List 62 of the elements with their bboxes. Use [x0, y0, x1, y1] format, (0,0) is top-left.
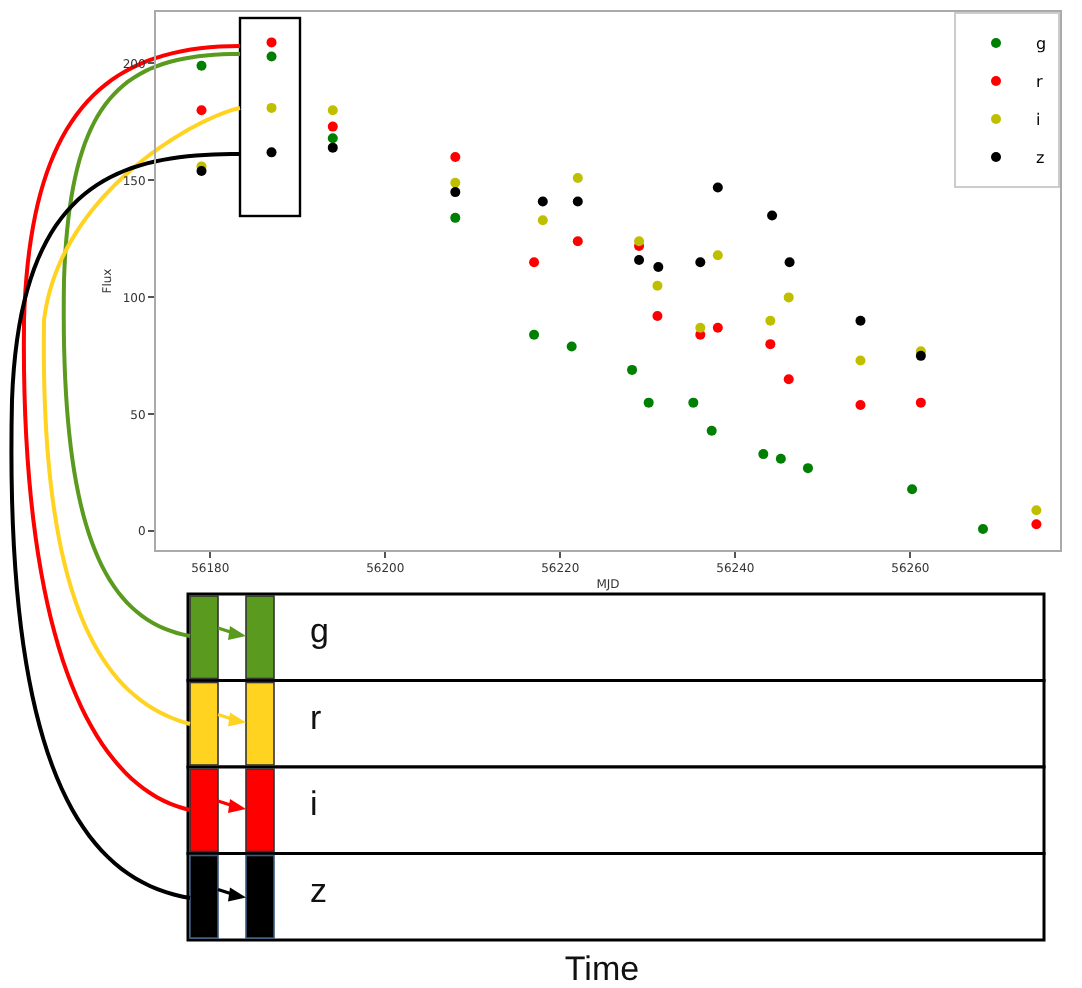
point [1031, 519, 1042, 530]
point [652, 311, 663, 322]
point [627, 364, 638, 375]
point [855, 315, 866, 326]
text: g [310, 612, 329, 650]
point [643, 397, 654, 408]
point [765, 315, 776, 326]
point [784, 257, 795, 268]
point [695, 257, 706, 268]
point [765, 339, 776, 350]
point [712, 182, 723, 193]
text: z [310, 871, 327, 910]
point [266, 51, 277, 62]
point [537, 215, 548, 226]
point [266, 37, 277, 48]
point [327, 105, 338, 116]
point [529, 329, 540, 340]
text: Time [564, 950, 640, 988]
legend-label: i [1036, 111, 1041, 130]
point [327, 133, 338, 144]
point [767, 210, 778, 221]
point [450, 152, 461, 163]
text: r [310, 698, 322, 737]
point [977, 523, 988, 534]
point [907, 484, 918, 495]
point [327, 142, 338, 153]
legend-label: z [1036, 149, 1045, 168]
point [572, 173, 583, 184]
point [652, 280, 663, 291]
point [566, 341, 577, 352]
point [712, 250, 723, 261]
point [196, 105, 207, 116]
point [775, 453, 786, 464]
point [450, 187, 461, 198]
point [450, 212, 461, 223]
point [196, 166, 207, 177]
point [529, 257, 540, 268]
text: i [310, 785, 318, 823]
point [1031, 505, 1042, 516]
point [450, 177, 461, 188]
point [706, 425, 717, 436]
point [688, 397, 699, 408]
point [537, 196, 548, 207]
legend-label: r [1036, 73, 1044, 92]
point [572, 196, 583, 207]
point [196, 60, 207, 71]
point [855, 399, 866, 410]
point [653, 261, 664, 272]
point [783, 374, 794, 385]
point [266, 102, 277, 113]
legend-label: g [1036, 35, 1047, 54]
point [572, 236, 583, 247]
point [634, 254, 645, 265]
point [915, 397, 926, 408]
point [327, 121, 338, 132]
point [712, 322, 723, 333]
point [695, 322, 706, 333]
point [783, 292, 794, 303]
point [758, 449, 769, 460]
point [855, 355, 866, 366]
point [266, 147, 277, 158]
point [802, 463, 813, 474]
